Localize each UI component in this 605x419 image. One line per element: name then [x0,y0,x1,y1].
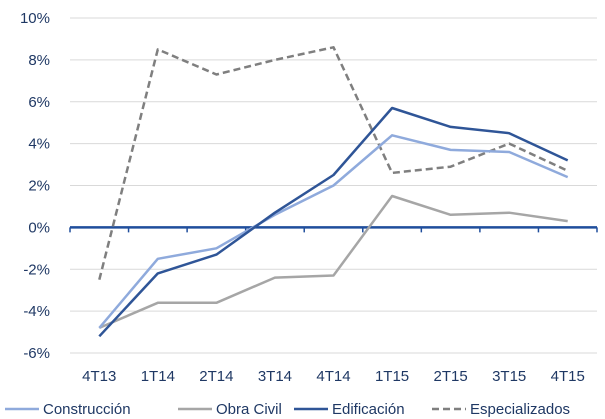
y-tick-label: 10% [20,10,50,27]
x-tick-label: 1T15 [375,368,409,385]
y-tick-label: -2% [23,261,50,278]
legend-label: Especializados [470,401,570,418]
y-tick-label: 0% [28,219,50,236]
y-tick-label: 2% [28,178,50,195]
x-tick-label: 3T14 [258,368,292,385]
y-axis-tick-labels: -6% -4% -2% 0% 2% 4% 6% 8% 10% [20,10,50,362]
y-tick-label: -6% [23,345,50,362]
y-tick-label: 8% [28,52,50,69]
x-tick-label: 4T14 [316,368,350,385]
y-tick-label: -4% [23,303,50,320]
y-tick-label: 6% [28,94,50,111]
series-lines [98,46,569,338]
x-tick-label: 2T14 [199,368,233,385]
x-tick-label: 4T13 [82,368,116,385]
legend-label: Obra Civil [216,401,282,418]
x-axis-tick-labels: 4T13 1T14 2T14 3T14 4T14 1T15 2T15 3T15 4T15 [82,368,585,385]
legend-label: Edificación [332,401,405,418]
x-tick-label: 3T15 [492,368,526,385]
series-line-obra-civil [98,194,568,330]
x-tick-label: 4T15 [551,368,585,385]
legend-label: Construcción [43,401,131,418]
series-line-especializados [98,46,569,281]
series-line-edificaci-n [98,106,569,338]
x-tick-label: 2T15 [434,368,468,385]
gridlines [69,17,598,354]
y-tick-label: 4% [28,136,50,153]
series-line-construcci-n [98,134,569,329]
legend: Construcción Obra Civil Edificación Especia… [5,401,570,418]
x-tick-label: 1T14 [141,368,175,385]
